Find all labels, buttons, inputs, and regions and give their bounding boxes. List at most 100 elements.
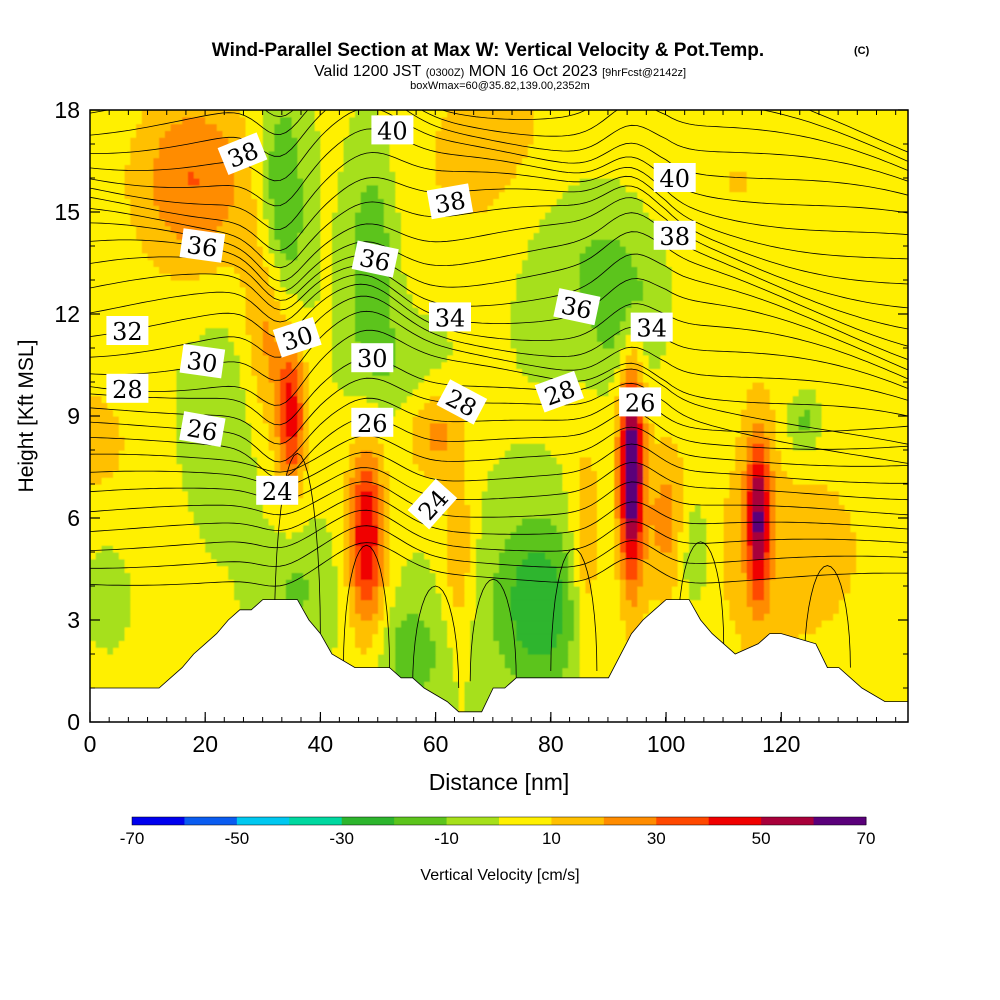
w-cell (257, 205, 264, 213)
w-cell (746, 572, 754, 580)
w-cell (303, 599, 339, 607)
contour-label: 38 (426, 183, 474, 220)
colorbar-tick-label: 70 (857, 829, 876, 848)
w-cell (625, 361, 644, 369)
w-cell (481, 490, 569, 499)
w-cell (303, 354, 333, 363)
w-cell (596, 388, 610, 397)
w-cell (372, 640, 385, 648)
w-cell (671, 511, 684, 519)
w-cell (297, 375, 304, 383)
w-cell (447, 552, 471, 560)
w-cell (354, 334, 396, 342)
w-cell (683, 572, 707, 580)
w-cell (372, 613, 385, 621)
w-cell (239, 382, 258, 390)
w-cell (90, 395, 103, 403)
w-cell (153, 171, 189, 179)
w-cell (746, 579, 754, 587)
w-cell (763, 579, 771, 587)
w-cell (481, 524, 517, 533)
w-cell (683, 463, 736, 471)
w-cell (775, 531, 857, 539)
w-cell (308, 443, 350, 451)
w-cell (746, 518, 754, 526)
w-cell (729, 184, 748, 193)
w-cell (568, 518, 581, 526)
w-cell (769, 477, 777, 485)
w-cell (447, 490, 466, 499)
w-cell (389, 484, 442, 492)
w-cell (389, 620, 402, 628)
w-cell (447, 504, 471, 512)
w-cell (447, 626, 471, 635)
w-cell (90, 531, 201, 539)
w-cell (723, 531, 742, 539)
w-cell (130, 606, 241, 614)
w-cell (90, 239, 143, 247)
w-cell (637, 558, 644, 567)
w-cell (775, 443, 794, 451)
w-cell (262, 246, 270, 254)
contour-label: 30 (179, 343, 226, 379)
w-cell (579, 463, 592, 471)
chart-title-mark: (C) (854, 45, 870, 57)
w-cell (262, 150, 270, 159)
w-cell (372, 477, 379, 485)
w-cell (740, 416, 777, 424)
w-cell (90, 212, 131, 220)
w-cell (280, 422, 287, 431)
w-cell (654, 524, 673, 533)
theta-contour (90, 185, 908, 285)
w-cell (343, 565, 350, 573)
w-cell (470, 640, 500, 648)
w-cell (769, 558, 777, 567)
w-cell (775, 511, 851, 519)
w-cell (464, 579, 477, 587)
w-cell (354, 606, 379, 614)
w-cell (153, 178, 189, 186)
w-cell (90, 361, 183, 369)
w-cell (579, 586, 587, 594)
w-cell (562, 586, 569, 594)
w-cell (637, 545, 644, 553)
w-cell (297, 137, 322, 145)
w-cell (470, 524, 483, 533)
w-cell (671, 327, 908, 335)
w-cell (619, 463, 627, 471)
w-cell (303, 184, 322, 193)
w-cell (683, 497, 725, 505)
contour-label-box (106, 373, 149, 403)
w-cell (470, 511, 483, 519)
w-cell (763, 443, 771, 451)
w-cell (331, 218, 356, 227)
w-cell (412, 450, 466, 458)
w-cell (608, 382, 621, 390)
w-cell (354, 640, 373, 648)
w-cell (619, 382, 627, 390)
w-cell (631, 259, 667, 267)
w-cell (625, 354, 638, 363)
w-cell (579, 633, 627, 641)
w-cell (354, 538, 379, 546)
w-cell (251, 422, 270, 431)
w-cell (389, 524, 448, 533)
w-cell (280, 280, 322, 288)
w-cell (331, 354, 362, 363)
w-cell (452, 592, 466, 601)
w-cell (769, 463, 782, 471)
w-cell (90, 654, 252, 662)
w-cell (395, 586, 437, 594)
w-cell (251, 164, 264, 172)
chart-title: Wind-Parallel Section at Max W: Vertical… (212, 40, 764, 61)
w-cell (533, 110, 908, 118)
w-cell (775, 436, 794, 444)
w-cell (412, 436, 431, 444)
w-cell (671, 334, 908, 342)
w-cell (596, 524, 615, 533)
w-cell (349, 123, 385, 131)
w-cell (568, 572, 575, 580)
theta-contour (90, 495, 908, 535)
w-cell (683, 470, 731, 478)
contour-label-box (106, 316, 149, 345)
